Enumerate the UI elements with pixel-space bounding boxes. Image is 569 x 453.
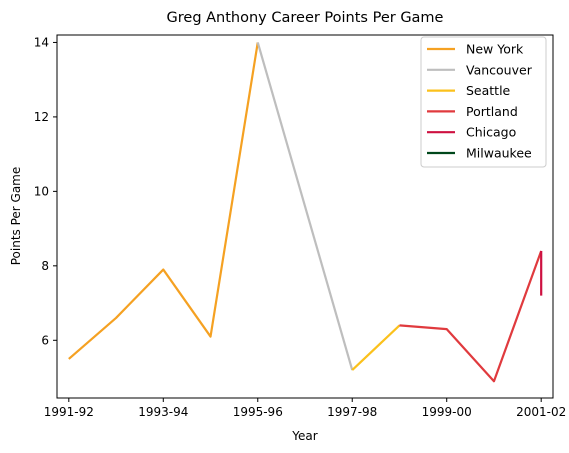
plot-area (68, 42, 543, 383)
legend-label-vancouver: Vancouver (466, 62, 533, 77)
x-tick-label: 1997-98 (327, 405, 377, 419)
y-tick-label: 6 (41, 333, 49, 347)
legend-label-new-york: New York (466, 42, 524, 57)
series-line-seattle (351, 324, 401, 371)
legend-label-milwaukee: Milwaukee (466, 146, 532, 161)
x-tick-label: 1995-96 (233, 405, 283, 419)
legend-label-chicago: Chicago (466, 125, 516, 140)
chart-title: Greg Anthony Career Points Per Game (167, 10, 444, 26)
x-tick-label: 1991-92 (44, 405, 94, 419)
plot-frame (56, 34, 554, 399)
y-axis-label: Points Per Game (9, 167, 23, 266)
legend-label-portland: Portland (466, 104, 518, 119)
y-tick-label: 8 (41, 259, 49, 273)
y-tick-label: 12 (34, 110, 49, 124)
series-line-vancouver (256, 42, 354, 371)
x-tick-label: 1993-94 (138, 405, 188, 419)
y-tick-label: 14 (34, 35, 49, 49)
y-tick-label: 10 (34, 184, 49, 198)
x-axis: 1991-92 1993-94 1995-96 1997-98 1999-00 2001-… (44, 398, 566, 419)
x-tick-label: 2001-02 (516, 405, 566, 419)
y-axis: 6 8 10 12 14 (34, 35, 57, 347)
x-axis-label: Year (291, 429, 317, 443)
legend-label-seattle: Seattle (466, 83, 511, 98)
series-line-portland (399, 250, 543, 383)
x-tick-label: 1999-00 (422, 405, 472, 419)
legend: New York Vancouver Seattle Portland Chicago M… (420, 36, 547, 168)
series-line-new-york (68, 42, 259, 360)
